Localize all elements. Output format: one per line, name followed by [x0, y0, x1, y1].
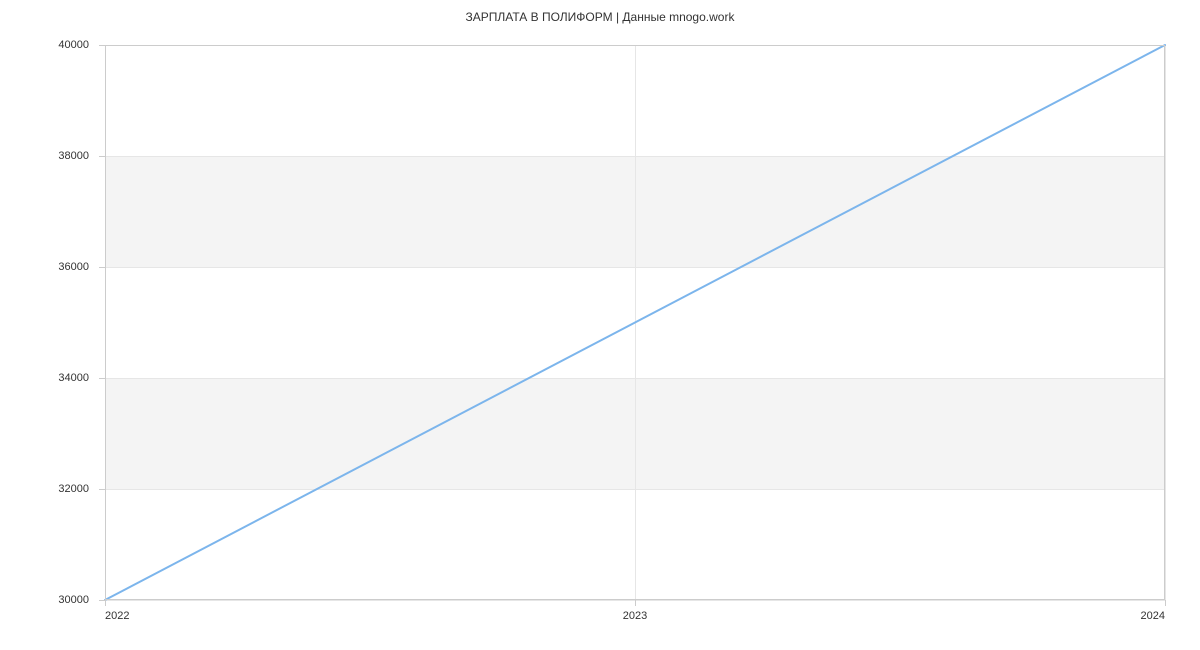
x-tick-label: 2024	[1141, 610, 1165, 622]
y-tick-label: 40000	[0, 39, 89, 51]
y-tick-label: 32000	[0, 483, 89, 495]
x-tick	[105, 600, 106, 606]
x-tick-label: 2022	[105, 610, 129, 622]
x-tick	[1165, 600, 1166, 606]
v-gridline	[1165, 45, 1166, 600]
chart-title: ЗАРПЛАТА В ПОЛИФОРМ | Данные mnogo.work	[0, 10, 1200, 24]
series-salary	[105, 45, 1165, 600]
plot-area	[105, 45, 1165, 600]
y-tick-label: 38000	[0, 150, 89, 162]
y-tick	[99, 378, 105, 379]
y-tick	[99, 267, 105, 268]
salary-chart: ЗАРПЛАТА В ПОЛИФОРМ | Данные mnogo.work …	[0, 0, 1200, 650]
y-tick	[99, 45, 105, 46]
plot-border-left	[105, 45, 106, 600]
x-tick-label: 2023	[623, 610, 647, 622]
y-tick-label: 34000	[0, 372, 89, 384]
plot-border-top	[105, 45, 1165, 46]
y-tick	[99, 156, 105, 157]
y-tick	[99, 489, 105, 490]
y-tick-label: 36000	[0, 261, 89, 273]
y-tick-label: 30000	[0, 594, 89, 606]
line-layer	[105, 45, 1165, 600]
x-tick	[635, 600, 636, 606]
plot-border-right	[1164, 45, 1165, 600]
